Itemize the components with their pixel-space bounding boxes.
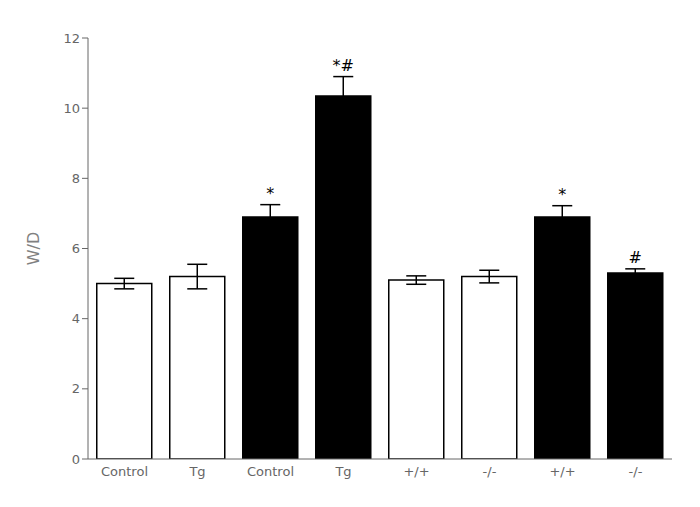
svg-text:4: 4 (72, 311, 80, 326)
svg-text:+/+: +/+ (549, 464, 575, 479)
svg-text:W/D: W/D (24, 232, 43, 266)
svg-text:*#: *# (333, 56, 354, 75)
svg-text:Tg: Tg (188, 464, 205, 479)
svg-text:12: 12 (63, 31, 80, 46)
svg-text:Tg: Tg (334, 464, 351, 479)
svg-text:*: * (558, 185, 566, 204)
svg-text:6: 6 (72, 241, 80, 256)
svg-text:-/-: -/- (629, 464, 643, 479)
svg-text:*: * (266, 184, 274, 203)
svg-text:+/+: +/+ (403, 464, 429, 479)
svg-text:10: 10 (63, 101, 80, 116)
svg-text:#: # (629, 248, 642, 267)
svg-text:2: 2 (72, 381, 80, 396)
svg-text:-/-: -/- (483, 464, 497, 479)
svg-text:Control: Control (247, 464, 294, 479)
svg-text:0: 0 (72, 452, 80, 467)
svg-text:8: 8 (72, 171, 80, 186)
svg-text:Control: Control (101, 464, 148, 479)
